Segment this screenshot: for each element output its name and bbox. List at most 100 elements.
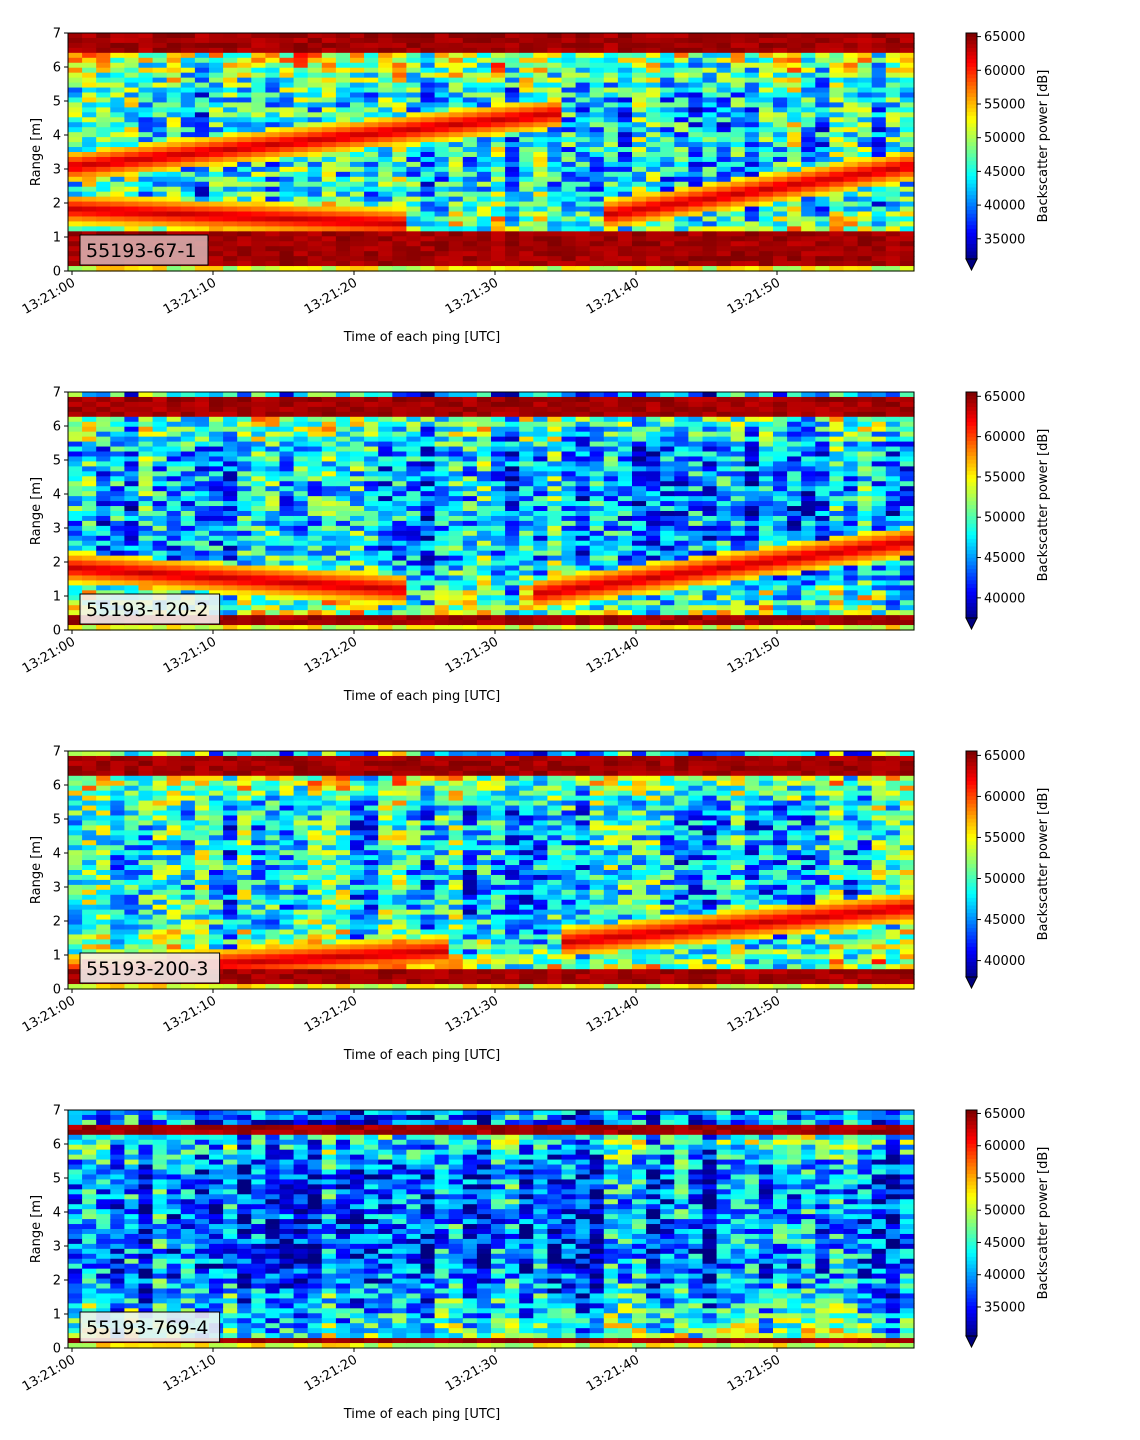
heatmap-cell	[336, 102, 351, 108]
heatmap-cell	[378, 236, 393, 242]
heatmap-cell	[124, 447, 139, 453]
heatmap-cell	[787, 216, 802, 222]
heatmap-cell	[801, 226, 816, 232]
heatmap-cell	[773, 43, 788, 49]
heatmap-cell	[505, 187, 520, 193]
heatmap-cell	[590, 162, 605, 168]
heatmap-cell	[646, 177, 661, 183]
heatmap-cell	[392, 182, 407, 188]
heatmap-cell	[703, 137, 718, 143]
heatmap-cell	[421, 392, 436, 398]
heatmap-cell	[886, 216, 901, 222]
colorbar-swatch	[966, 191, 977, 195]
heatmap-cell	[378, 231, 393, 237]
heatmap-cell	[604, 456, 619, 462]
heatmap-cell	[153, 442, 168, 448]
heatmap-cell	[223, 452, 238, 458]
heatmap-cell	[858, 231, 873, 237]
heatmap-cell	[378, 93, 393, 99]
heatmap-cell	[646, 147, 661, 153]
heatmap-cell	[491, 102, 506, 108]
heatmap-cell	[336, 412, 351, 418]
heatmap-cell	[336, 197, 351, 203]
heatmap-cell	[406, 221, 421, 227]
heatmap-cell	[632, 38, 647, 44]
heatmap-cell	[251, 595, 266, 601]
heatmap-cell	[900, 48, 915, 54]
heatmap-cell	[350, 251, 365, 257]
heatmap-cell	[322, 261, 337, 267]
heatmap-cell	[153, 182, 168, 188]
heatmap-cell	[280, 48, 295, 54]
heatmap-cell	[703, 38, 718, 44]
heatmap-cell	[519, 231, 534, 237]
heatmap-cell	[576, 496, 591, 502]
heatmap-cell	[378, 117, 393, 123]
heatmap-cell	[829, 73, 844, 79]
heatmap-cell	[195, 53, 210, 59]
heatmap-cell	[139, 157, 154, 163]
heatmap-cell	[336, 427, 351, 433]
heatmap-cell	[364, 236, 379, 242]
heatmap-cell	[562, 456, 577, 462]
heatmap-cell	[181, 551, 196, 557]
heatmap-cell	[209, 452, 224, 458]
heatmap-cell	[167, 167, 182, 173]
heatmap-cell	[251, 53, 266, 59]
heatmap-cell	[745, 53, 760, 59]
heatmap-cell	[646, 236, 661, 242]
heatmap-cell	[68, 392, 83, 398]
heatmap-cell	[294, 226, 309, 232]
heatmap-cell	[265, 605, 280, 611]
heatmap-cell	[392, 142, 407, 148]
heatmap-cell	[745, 192, 760, 198]
heatmap-cell	[209, 536, 224, 542]
heatmap-cell	[872, 207, 887, 213]
heatmap-cell	[96, 496, 111, 502]
heatmap-cell	[237, 506, 252, 512]
heatmap-cell	[533, 231, 548, 237]
heatmap-cell	[294, 417, 309, 423]
heatmap-cell	[519, 127, 534, 133]
heatmap-cell	[900, 68, 915, 74]
heatmap-cell	[674, 172, 689, 178]
heatmap-cell	[872, 107, 887, 113]
heatmap-cell	[322, 447, 337, 453]
heatmap-cell	[181, 546, 196, 552]
heatmap-cell	[562, 466, 577, 472]
heatmap-cell	[364, 466, 379, 472]
heatmap-cell	[392, 392, 407, 398]
heatmap-cell	[167, 481, 182, 487]
heatmap-cell	[82, 461, 97, 467]
heatmap-cell	[153, 452, 168, 458]
heatmap-cell	[435, 241, 450, 247]
heatmap-cell	[110, 97, 125, 103]
heatmap-cell	[576, 202, 591, 208]
heatmap-cell	[562, 256, 577, 262]
heatmap-cell	[294, 78, 309, 84]
heatmap-cell	[660, 197, 675, 203]
heatmap-cell	[350, 620, 365, 626]
heatmap-cell	[265, 580, 280, 586]
heatmap-cell	[294, 207, 309, 213]
heatmap-cell	[68, 481, 83, 487]
heatmap-cell	[294, 397, 309, 403]
heatmap-cell	[829, 157, 844, 163]
heatmap-cell	[632, 142, 647, 148]
heatmap-cell	[378, 73, 393, 79]
heatmap-cell	[886, 177, 901, 183]
heatmap-cell	[604, 157, 619, 163]
heatmap-cell	[68, 127, 83, 133]
heatmap-cell	[265, 397, 280, 403]
heatmap-cell	[378, 501, 393, 507]
heatmap-cell	[435, 412, 450, 418]
heatmap-cell	[604, 561, 619, 567]
colorbar-swatch	[966, 206, 977, 210]
heatmap-cell	[350, 615, 365, 621]
heatmap-cell	[646, 127, 661, 133]
heatmap-cell	[195, 127, 210, 133]
heatmap-cell	[674, 58, 689, 64]
heatmap-cell	[167, 221, 182, 227]
heatmap-cell	[364, 476, 379, 482]
heatmap-cell	[717, 256, 732, 262]
